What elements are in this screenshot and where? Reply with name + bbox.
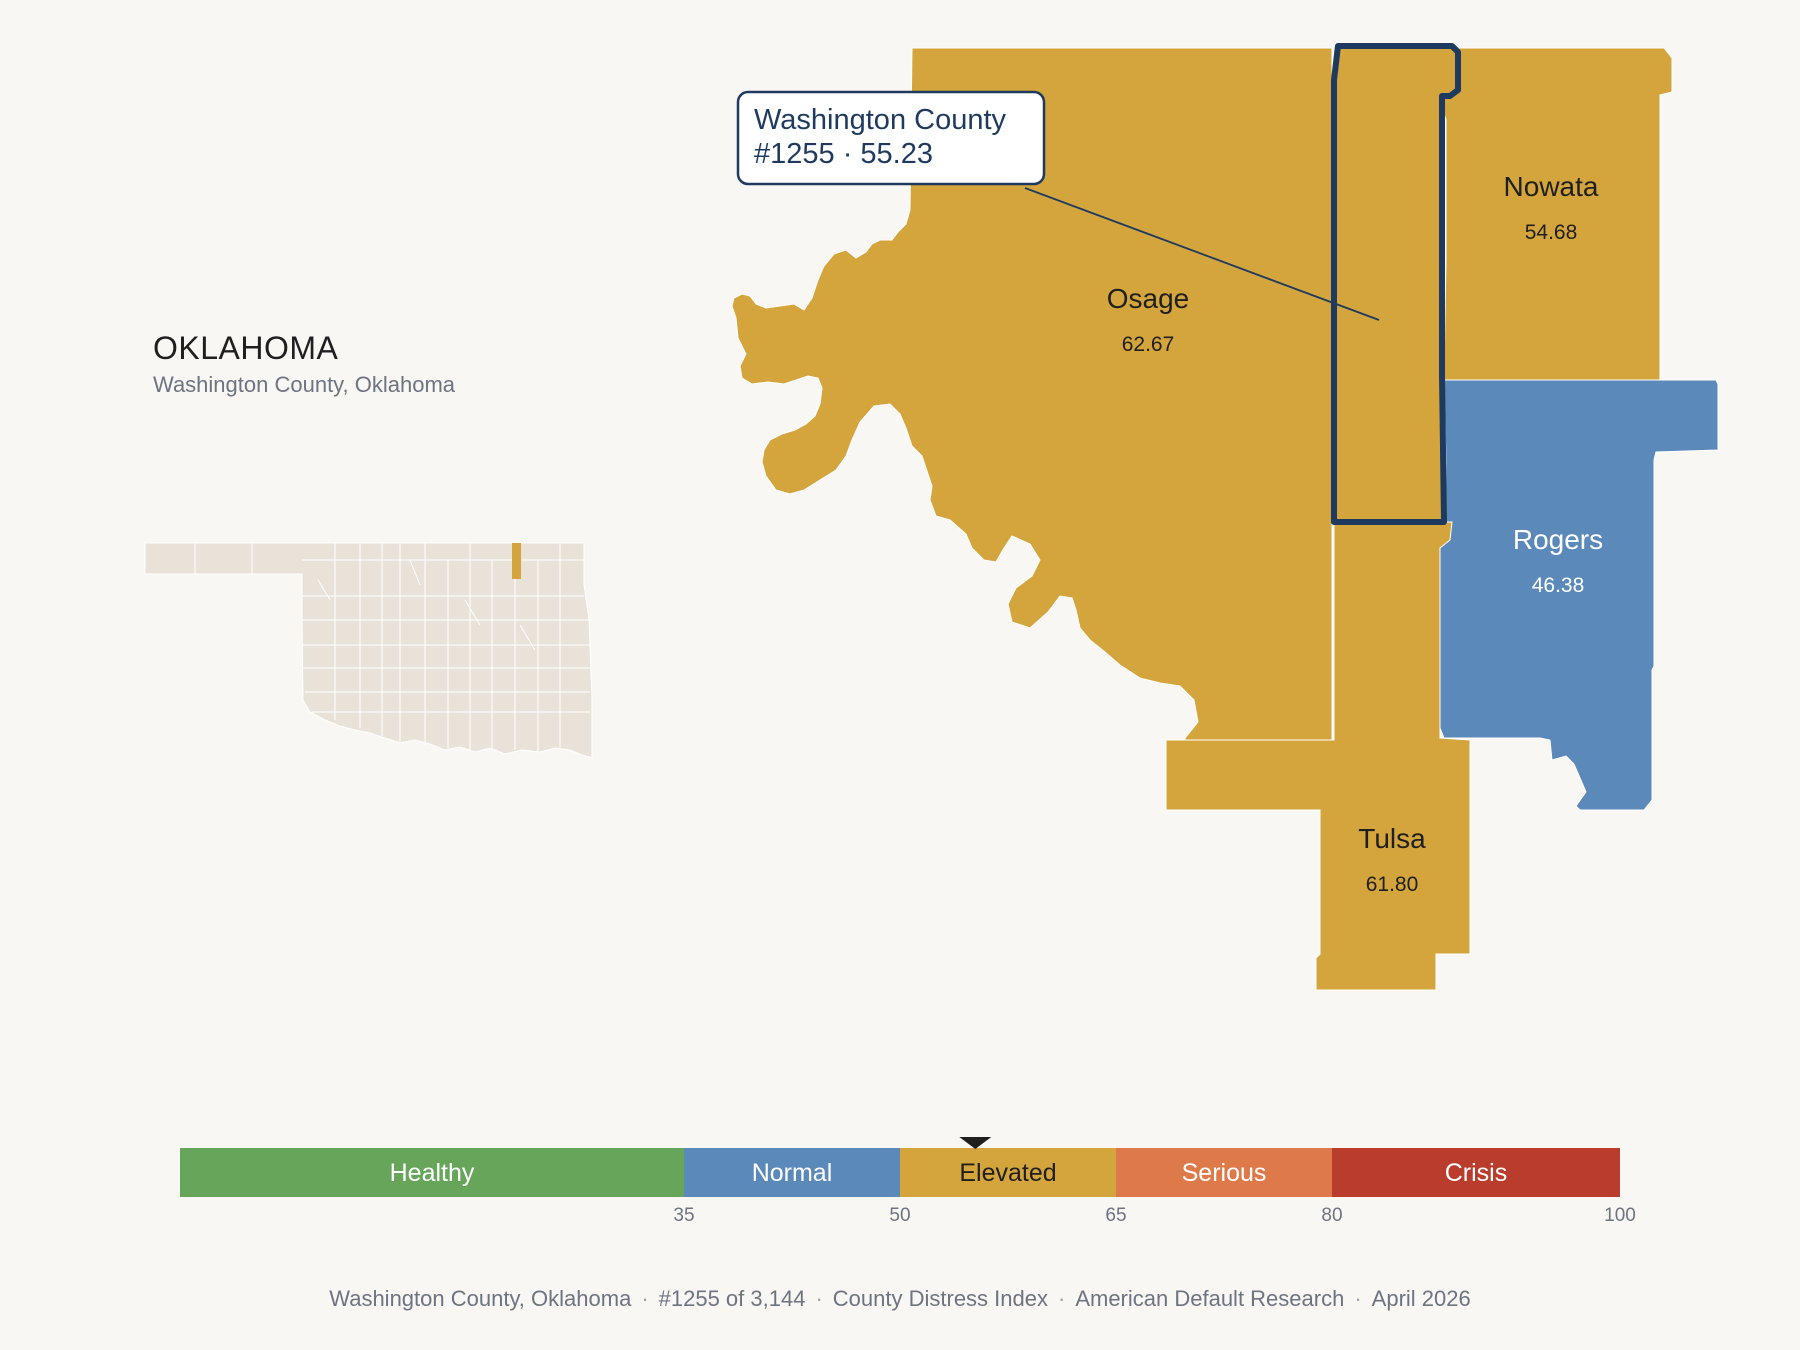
county-washington-highlighted — [1331, 43, 1461, 525]
scale-marker — [959, 1137, 992, 1149]
scale-tick-label: 100 — [1604, 1205, 1636, 1226]
footer: Washington County, Oklahoma · #1255 of 3,1… — [329, 1286, 1471, 1311]
scale-band-healthy — [180, 1148, 684, 1197]
scale-band-serious — [1116, 1148, 1332, 1197]
scale-tick-label: 35 — [673, 1205, 694, 1226]
scale-band-normal — [684, 1148, 900, 1197]
county-value-osage: 62.67 — [1122, 333, 1175, 356]
county-value-nowata: 54.68 — [1525, 221, 1578, 244]
callout-leader-line — [1024, 187, 1380, 321]
county-nowata — [1439, 47, 1673, 385]
scale-band-label-elevated: Elevated — [959, 1159, 1056, 1187]
callout-rank-score: #1255 · 55.23 — [754, 138, 933, 170]
footer-rank: #1255 of 3,144 — [658, 1286, 806, 1311]
scale-tick-label: 80 — [1321, 1205, 1342, 1226]
county-name-rogers: Rogers — [1513, 524, 1603, 555]
county-map — [731, 43, 1719, 991]
scale-tick-label: 65 — [1105, 1205, 1126, 1226]
scale-band-elevated — [900, 1148, 1116, 1197]
state-title: OKLAHOMA — [153, 330, 339, 366]
footer-date: April 2026 — [1371, 1286, 1471, 1311]
county-name-nowata: Nowata — [1504, 171, 1599, 202]
footer-source: American Default Research — [1075, 1286, 1345, 1311]
county-osage — [731, 47, 1333, 741]
footer-location: Washington County, Oklahoma — [329, 1286, 632, 1311]
county-callout: Washington County #1255 · 55.23 — [736, 90, 1380, 321]
inset-state-map — [144, 542, 593, 759]
footer-index: County Distress Index — [832, 1286, 1048, 1311]
distress-scale: Healthy Normal Elevated Serious Crisis 35 50 65… — [180, 1137, 1636, 1226]
scale-band-crisis — [1332, 1148, 1620, 1197]
county-name-tulsa: Tulsa — [1358, 823, 1426, 854]
county-tulsa — [1165, 521, 1471, 991]
callout-box — [736, 90, 1046, 186]
scale-band-label-serious: Serious — [1182, 1159, 1267, 1187]
county-value-rogers: 46.38 — [1532, 574, 1585, 597]
scale-tick-label: 50 — [889, 1205, 910, 1226]
state-subtitle: Washington County, Oklahoma — [153, 372, 456, 397]
scale-band-label-normal: Normal — [752, 1159, 833, 1187]
scale-band-label-healthy: Healthy — [390, 1159, 475, 1187]
scale-band-label-crisis: Crisis — [1445, 1159, 1508, 1187]
county-labels: Osage 62.67 Nowata 54.68 Rogers 46.38 Tu… — [1107, 171, 1603, 896]
inset-state-outline — [144, 542, 593, 759]
county-value-tulsa: 61.80 — [1366, 873, 1419, 896]
callout-title: Washington County — [754, 104, 1007, 136]
inset-highlight-county — [512, 543, 521, 579]
inset-county-lines — [194, 543, 592, 752]
county-name-osage: Osage — [1107, 283, 1190, 314]
